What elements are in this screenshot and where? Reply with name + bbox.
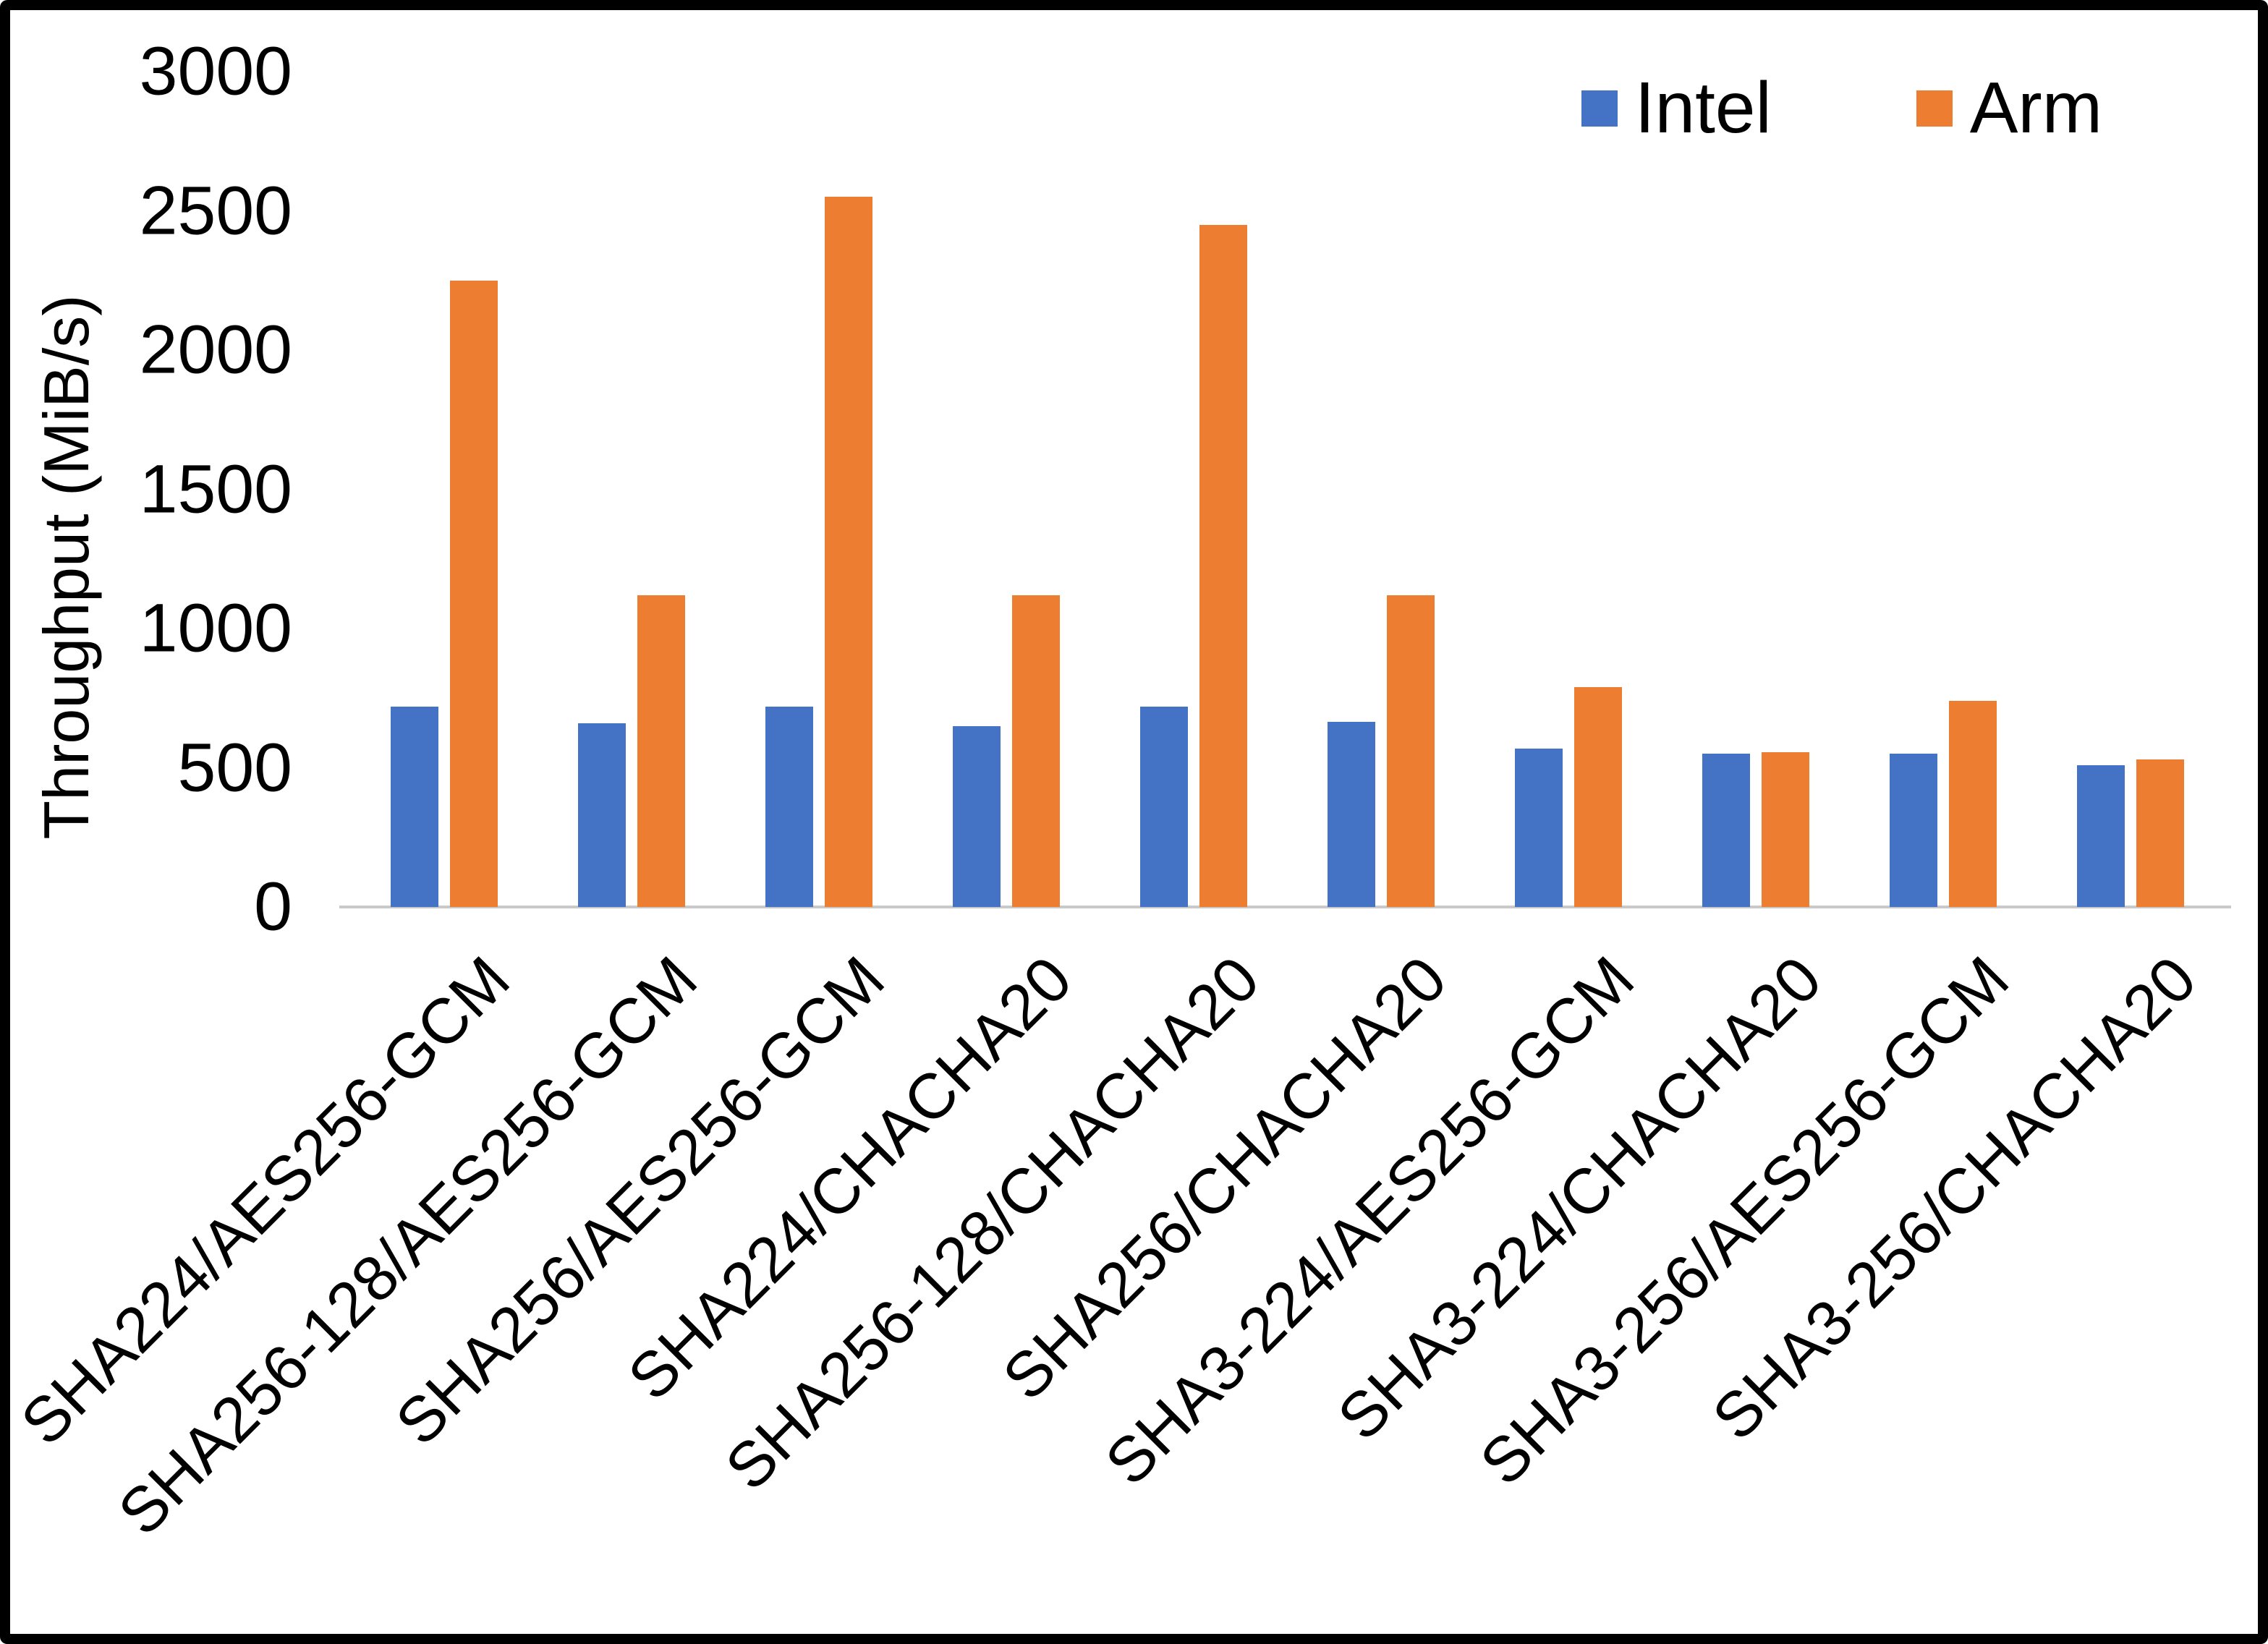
bar-intel-8 [1702, 754, 1750, 907]
bar-arm-7 [1573, 687, 1622, 907]
bar-arm-8 [1761, 752, 1809, 907]
y-axis-tick-labels: 0 500 1000 1500 2000 2500 3000 [10, 10, 300, 1634]
bar-intel-5 [1139, 707, 1188, 907]
legend-label-arm: Arm [1969, 67, 2102, 148]
bar-arm-3 [824, 197, 872, 907]
bar-arm-1 [449, 281, 498, 907]
bar-arm-9 [1948, 701, 1997, 907]
y-tick-label-3000: 3000 [139, 33, 292, 110]
legend-swatch-arm [1916, 90, 1953, 127]
legend-item-arm: Arm [1916, 67, 2102, 150]
bar-intel-2 [577, 723, 626, 907]
y-tick-label-1000: 1000 [139, 589, 292, 667]
bar-intel-10 [2076, 765, 2125, 907]
bar-intel-1 [390, 707, 438, 907]
bar-intel-4 [952, 726, 1001, 907]
legend-label-intel: Intel [1634, 67, 1772, 148]
y-tick-label-2000: 2000 [139, 311, 292, 388]
x-axis-line [339, 906, 2231, 908]
legend-swatch-intel [1581, 90, 1618, 127]
legend: Intel Arm [1581, 67, 2102, 150]
bar-arm-4 [1011, 595, 1060, 907]
y-tick-label-1500: 1500 [139, 451, 292, 527]
bar-arm-6 [1386, 595, 1435, 907]
y-tick-label-2500: 2500 [139, 172, 292, 249]
bar-intel-3 [765, 707, 813, 907]
legend-item-intel: Intel [1581, 67, 1772, 150]
bar-intel-9 [1889, 754, 1937, 907]
bar-arm-10 [2136, 759, 2184, 907]
bar-arm-2 [637, 595, 685, 907]
bar-intel-6 [1327, 722, 1375, 907]
y-tick-label-500: 500 [177, 729, 292, 806]
plot-area: SHA224/AES256-GCM SHA256-128/AES256-GCM SH… [10, 72, 2231, 1549]
y-tick-label-0: 0 [254, 868, 292, 945]
bar-arm-5 [1199, 225, 1247, 907]
bar-intel-7 [1514, 749, 1563, 907]
